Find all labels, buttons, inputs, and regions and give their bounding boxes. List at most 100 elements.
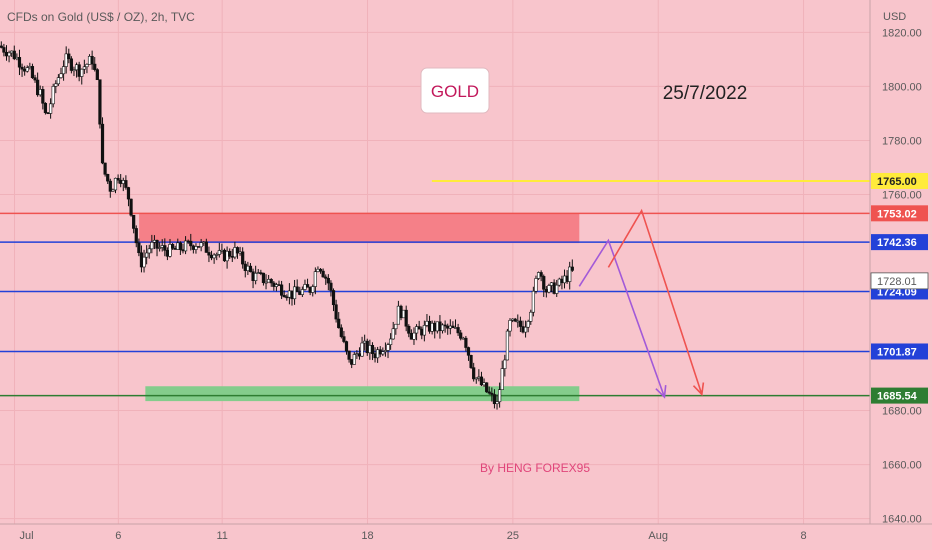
candle-body [477,376,481,379]
candle-body [145,252,149,258]
price-badge [871,172,928,189]
price-tick-label: 1680.00 [882,406,922,418]
candle-body [80,68,84,77]
candle-body [17,57,22,68]
price-badge-label: 1701.87 [877,346,917,358]
candle-body [321,270,325,278]
candle-body [173,248,177,250]
candle-body [331,290,336,306]
candle-body [479,376,484,386]
candle-body [414,326,419,334]
candle-body [313,271,317,287]
candle-body [365,340,369,354]
candle-body [106,173,110,182]
candle-body [329,282,333,291]
candle-body [451,325,455,328]
candle-body [324,276,328,279]
candle-body [453,327,458,329]
candle-body [298,291,302,295]
candle-body [368,345,372,354]
candle-body [505,330,510,361]
candle-body [158,247,162,249]
candle-body [427,320,432,332]
candle-body [547,285,551,293]
candle-body [513,318,517,322]
time-tick-label: Aug [648,530,668,542]
candle-body [67,53,71,60]
candle-body [282,295,286,298]
candle-body [308,287,312,293]
candle-body [344,341,349,352]
candle-body [350,359,354,365]
price-badge [871,387,928,404]
price-tick-label: 1760.00 [882,189,922,201]
candle-body [518,320,522,327]
candle-body [347,350,351,360]
time-tick-label: 6 [115,530,121,542]
candle-body [189,240,193,247]
candle-body [557,278,561,286]
candle-body [212,254,216,259]
candle-body [300,289,304,295]
candle-body [272,282,276,287]
candle-body [422,325,426,336]
candle-body [134,228,138,244]
candle-body [487,391,491,394]
candle-body [139,252,144,268]
candle-body [103,162,107,175]
candle-body [337,318,341,329]
candle-body [443,324,447,327]
candle-body [396,305,401,325]
candle-body [474,377,478,380]
candle-body [560,278,564,284]
projection-arrows [578,208,705,399]
author-credit: By HENG FOREX95 [480,461,590,475]
candle-body [20,66,24,70]
candle-body [64,53,68,67]
candle-body [316,268,320,272]
candle-body [542,276,546,290]
candle-body [233,247,237,258]
candle-body [404,309,408,327]
candle-body [526,321,530,328]
candle-body [108,180,112,192]
candle-body [495,401,499,405]
candle-body [290,290,294,300]
candle-body [394,323,398,330]
candle-body [549,282,554,286]
red-path [607,208,703,395]
candle-body [111,189,115,192]
price-badge [871,205,928,222]
candle-body [204,241,208,253]
candle-body [472,367,476,380]
candle-body [565,275,569,282]
candle-body [113,177,118,191]
price-axis-ticks: 1820.00 1800.00 1780.00 1760.00 1680.00 1660.… [882,27,922,525]
candle-body [248,265,253,273]
time-tick-label: 18 [361,530,373,542]
candle-body [430,322,434,332]
candle-body [178,242,182,250]
candle-body [93,63,97,70]
candle-body [7,52,11,57]
candle-body [38,89,42,96]
candle-body [126,187,131,200]
candle-body [521,326,525,333]
candle-body [568,266,572,282]
purple-path [578,238,666,398]
candle-body [339,327,343,337]
candle-body [2,47,6,53]
candle-body [72,69,76,72]
candle-body [459,332,463,339]
candle-body [303,284,307,290]
candle-body [168,244,172,257]
candle-body [152,239,157,243]
gold-label-box [420,67,490,114]
price-badge-label: 1685.54 [877,391,918,403]
candle-body [295,286,299,293]
candle-body [373,353,377,359]
candle-body [381,351,385,355]
candle-body [220,249,224,252]
time-axis-ticks: Jul 6 11 18 25 Aug 8 [20,530,807,542]
